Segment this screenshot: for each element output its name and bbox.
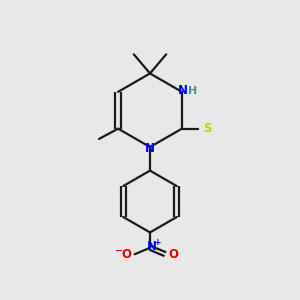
Text: N: N: [146, 240, 157, 253]
Text: O: O: [168, 248, 178, 261]
Text: H: H: [188, 86, 198, 96]
Text: O: O: [122, 248, 132, 261]
Text: N: N: [178, 84, 188, 97]
Text: S: S: [203, 122, 211, 135]
Text: +: +: [154, 238, 161, 247]
Text: N: N: [145, 142, 155, 155]
Text: −: −: [115, 246, 123, 256]
